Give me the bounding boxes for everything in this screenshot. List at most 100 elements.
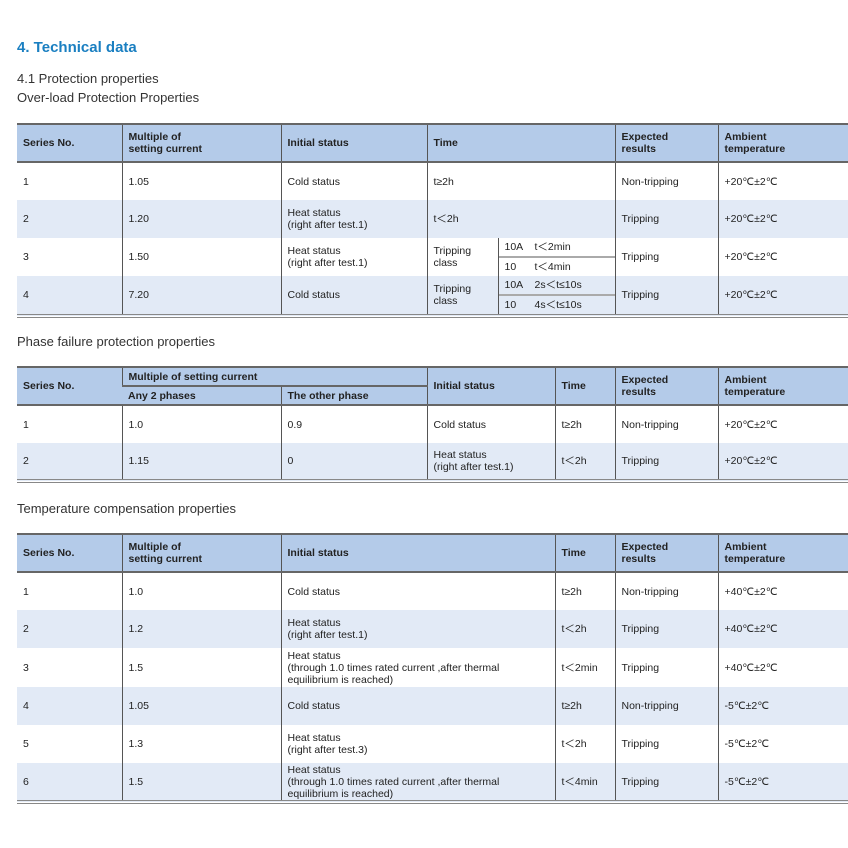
- overload-caption: Over-load Protection Properties: [17, 90, 200, 105]
- table-row: 3 1.5 Heat status (through 1.0 times rated…: [17, 648, 848, 687]
- temp-cell: +40℃±2℃: [717, 610, 848, 648]
- status-cell: Cold status: [280, 276, 427, 316]
- trip-class: 10A: [504, 241, 524, 253]
- temp-cell: +20℃±2℃: [717, 238, 848, 276]
- table-row: 1 1.0 Cold status t≥2h Non-tripping +40℃±2℃: [17, 572, 848, 610]
- trip-class: 10: [504, 299, 517, 311]
- table-row: 4 7.20 Cold status Tripping class 10A 2s＜t≤10…: [17, 276, 848, 316]
- no-cell: 3: [23, 661, 29, 674]
- status-cell: Heat status (right after test.1): [280, 200, 427, 238]
- table-row: 2 1.2 Heat status (right after test.1) t＜2h…: [17, 610, 848, 648]
- trip-time: t＜2min: [534, 241, 571, 253]
- status-cell: Heat status (right after test.1): [280, 238, 427, 276]
- temperature-compensation-table: Series No. Multiple of setting current Ini…: [17, 533, 848, 804]
- column-header: Expected results: [614, 534, 718, 573]
- time-cell: t≥2h: [554, 405, 616, 443]
- time-cell: Tripping class 10A t＜2min 10 t＜4min: [426, 238, 615, 276]
- table-row: 1 1.05 Cold status t≥2h Non-tripping +20℃±2℃: [17, 162, 848, 200]
- header-other: The other phase: [280, 386, 428, 406]
- column-header: Ambient temperature: [717, 124, 848, 163]
- mult-cell: 1.50: [121, 238, 281, 276]
- time-cell: t＜4min: [554, 763, 615, 802]
- header-any2: Any 2 phases: [122, 386, 281, 406]
- no-cell: 1: [23, 418, 29, 431]
- tripping-class-label: Tripping class: [433, 283, 472, 307]
- no-cell: 6: [17, 763, 122, 802]
- table-row: 1 1.0 0.9 Cold status t≥2h Non-tripping +20℃±2…: [17, 405, 848, 443]
- status-cell: Cold status: [426, 405, 556, 443]
- no-cell: 3: [23, 251, 29, 263]
- result-cell: Tripping: [614, 648, 718, 687]
- no-cell: 4: [17, 276, 122, 316]
- temp-cell: +20℃±2℃: [717, 200, 848, 238]
- temp-cell: +20℃±2℃: [717, 162, 848, 200]
- trip-time: 2s＜t≤10s: [534, 279, 582, 291]
- status-cell: Heat status (through 1.0 times rated cur…: [280, 763, 555, 802]
- result-cell: Tripping: [614, 238, 718, 276]
- no-cell: 1: [23, 585, 29, 598]
- mult-cell: 7.20: [121, 276, 281, 316]
- other-cell: 0: [280, 443, 428, 481]
- status-cell: Heat status (through 1.0 times rated cur…: [280, 648, 555, 687]
- result-cell: Tripping: [614, 763, 718, 802]
- column-header: Time: [554, 534, 615, 573]
- other-cell: 0.9: [280, 405, 428, 443]
- trip-time: t＜4min: [534, 261, 571, 273]
- temp-cell: -5℃±2℃: [717, 725, 848, 763]
- page-title: 4. Technical data: [17, 39, 137, 56]
- mult-cell: 1.5: [121, 763, 281, 802]
- mult-cell: 1.0: [121, 572, 281, 610]
- phase-failure-table: Series No. Multiple of setting current I…: [17, 366, 848, 483]
- column-header: Initial status: [280, 124, 427, 163]
- table-row: 6 1.5 Heat status (through 1.0 times rated…: [17, 763, 848, 802]
- time-cell: t＜2h: [554, 443, 616, 481]
- temp-cell: -5℃±2℃: [717, 763, 848, 802]
- no-cell: 5: [23, 738, 29, 750]
- trip-time: 4s＜t≤10s: [534, 299, 582, 311]
- no-cell: 2: [17, 443, 122, 481]
- header-temp: Ambient temperature: [717, 367, 848, 406]
- no-cell: 4: [17, 687, 122, 725]
- time-cell: Tripping class 10A 2s＜t≤10s 10 4s＜t≤10s: [426, 276, 615, 316]
- time-cell: t＜2h: [554, 610, 615, 648]
- status-cell: Cold status: [280, 162, 427, 200]
- temp-cell: +20℃±2℃: [717, 276, 848, 316]
- result-cell: Tripping: [614, 610, 718, 648]
- result-cell: Non-tripping: [614, 405, 719, 443]
- column-header: Multiple of setting current: [121, 534, 281, 573]
- mult-cell: 1.3: [121, 725, 281, 763]
- trip-class: 10: [504, 261, 517, 273]
- status-cell: Heat status (right after test.3): [280, 725, 555, 763]
- time-cell: t≥2h: [426, 162, 615, 200]
- result-cell: Tripping: [614, 443, 719, 481]
- status-cell: Cold status: [280, 572, 555, 610]
- header-time: Time: [554, 367, 616, 406]
- mult-cell: 1.5: [121, 648, 281, 687]
- status-cell: Heat status (right after test.1): [426, 443, 556, 481]
- temp-cell: +40℃±2℃: [717, 572, 848, 610]
- table-row: 3 1.50 Heat status (right after test.1) Tri…: [17, 238, 848, 276]
- header-result: Expected results: [614, 367, 719, 406]
- column-header: Ambient temperature: [717, 534, 848, 573]
- temp-cell: -5℃±2℃: [717, 687, 848, 725]
- result-cell: Non-tripping: [614, 687, 718, 725]
- column-header: Multiple of setting current: [121, 124, 281, 163]
- tripping-class-label: Tripping class: [433, 245, 472, 269]
- any2-cell: 1.0: [121, 405, 281, 443]
- result-cell: Non-tripping: [614, 162, 718, 200]
- table-row: 5 1.3 Heat status (right after test.3) t＜2h…: [17, 725, 848, 763]
- mult-cell: 1.05: [121, 162, 281, 200]
- table-row: 4 1.05 Cold status t≥2h Non-tripping -5℃±2℃: [17, 687, 848, 725]
- result-cell: Tripping: [614, 276, 718, 316]
- phase-caption: Phase failure protection properties: [17, 334, 216, 349]
- column-header: Series No.: [17, 534, 122, 573]
- mult-cell: 1.20: [121, 200, 281, 238]
- mult-cell: 1.05: [121, 687, 281, 725]
- time-cell: t＜2min: [554, 648, 615, 687]
- section-title: 4.1 Protection properties: [17, 71, 159, 86]
- header-status: Initial status: [426, 367, 556, 406]
- result-cell: Non-tripping: [614, 572, 718, 610]
- time-cell: t≥2h: [554, 687, 615, 725]
- column-header: Expected results: [614, 124, 718, 163]
- no-cell: 2: [17, 200, 122, 238]
